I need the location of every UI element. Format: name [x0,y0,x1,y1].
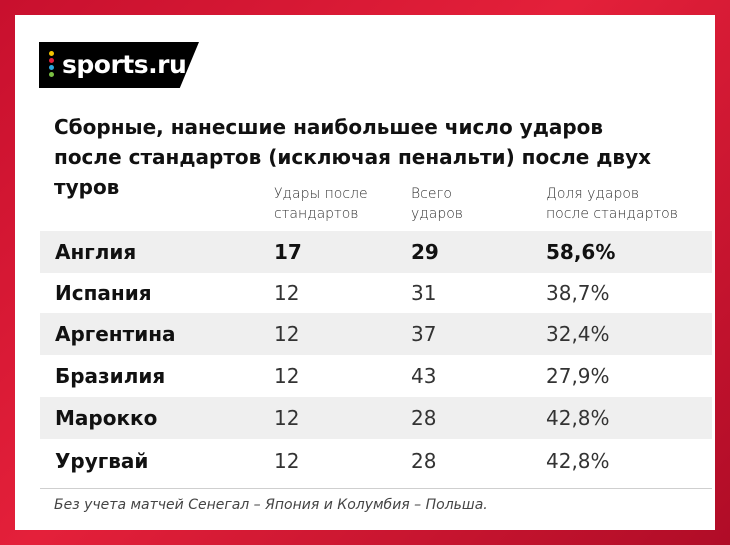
header-total-shots-line1: Всего [411,186,452,202]
dot-yellow [49,51,54,56]
share-cell: 42,8% [546,406,610,430]
footnote-divider [40,488,712,489]
share-cell: 42,8% [546,449,610,473]
country-cell: Испания [55,281,152,305]
set-piece-shots-cell: 12 [274,449,300,473]
country-cell: Марокко [55,406,158,430]
table-row: Англия 17 29 58,6% [40,231,712,273]
page-title: Сборные, нанесшие наибольшее число ударо… [54,112,714,202]
country-cell: Англия [55,240,137,264]
share-cell: 27,9% [546,364,610,388]
share-cell: 58,6% [546,240,616,264]
header-share: Доля ударов после стандартов [546,184,678,224]
dot-red [49,58,54,63]
header-share-line1: Доля ударов [546,186,640,202]
set-piece-shots-cell: 12 [274,364,300,388]
table-row: Уругвай 12 28 42,8% [40,440,712,482]
share-cell: 32,4% [546,322,610,346]
total-shots-cell: 31 [411,281,437,305]
table-row: Испания 12 31 38,7% [40,272,712,314]
share-cell: 38,7% [546,281,610,305]
brand-dots-icon [49,51,55,79]
set-piece-shots-cell: 12 [274,281,300,305]
header-set-piece-shots-line1: Удары после [274,186,368,202]
country-cell: Бразилия [55,364,166,388]
total-shots-cell: 29 [411,240,439,264]
table-row: Марокко 12 28 42,8% [40,397,712,439]
set-piece-shots-cell: 12 [274,406,300,430]
total-shots-cell: 28 [411,449,437,473]
header-total-shots: Всего ударов [411,184,463,224]
dot-green [49,72,54,77]
header-total-shots-line2: ударов [411,206,464,222]
total-shots-cell: 28 [411,406,437,430]
country-cell: Аргентина [55,322,176,346]
title-line-1: Сборные, нанесшие наибольшее число ударо… [54,115,604,139]
table-row: Аргентина 12 37 32,4% [40,313,712,355]
set-piece-shots-cell: 17 [274,240,302,264]
title-line-2: после стандартов (исключая пенальти) пос… [54,145,652,199]
brand-logo-text[interactable]: sports.ru [62,50,187,79]
table-row: Бразилия 12 43 27,9% [40,355,712,397]
brand-logo-bar[interactable] [39,42,199,88]
total-shots-cell: 37 [411,322,437,346]
header-share-line2: после стандартов [546,206,678,222]
set-piece-shots-cell: 12 [274,322,300,346]
header-set-piece-shots: Удары после стандартов [274,184,368,224]
country-cell: Уругвай [55,449,149,473]
header-set-piece-shots-line2: стандартов [274,206,359,222]
total-shots-cell: 43 [411,364,437,388]
dot-blue [49,65,54,70]
footnote: Без учета матчей Сенегал – Япония и Колу… [54,497,488,513]
